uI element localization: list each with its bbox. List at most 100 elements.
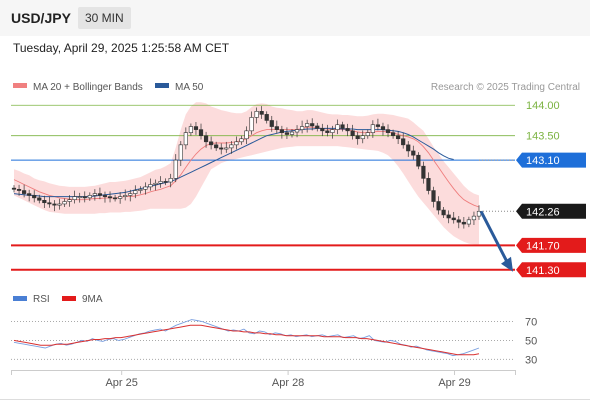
level-tag-5 bbox=[516, 262, 586, 278]
candle-body bbox=[193, 126, 199, 130]
level-tags: 144.00 143.50 143.10 142.26 141.70 141.30 bbox=[516, 100, 586, 278]
candle-body bbox=[203, 135, 209, 143]
candle-body bbox=[11, 187, 17, 190]
rsi-ma-legend-swatch bbox=[62, 296, 76, 301]
candle-body bbox=[390, 132, 396, 137]
candle-body bbox=[163, 181, 168, 183]
chart-datetime: Tuesday, April 29, 2025 1:25:58 AM CET bbox=[13, 41, 230, 55]
candle-body bbox=[16, 189, 22, 191]
ma20-legend-swatch bbox=[13, 83, 27, 88]
candle-body bbox=[305, 123, 310, 127]
candle-body bbox=[183, 132, 188, 146]
candle-body bbox=[406, 144, 411, 152]
candle-body bbox=[330, 129, 335, 133]
rsi-level-label-1: 50 bbox=[525, 335, 537, 347]
x-tick-label-2: Apr 29 bbox=[438, 377, 470, 389]
candle-body bbox=[118, 196, 123, 199]
candle-body bbox=[188, 126, 194, 133]
candle-body bbox=[249, 117, 254, 132]
rsi-level-label-2: 30 bbox=[525, 354, 537, 366]
rsi-ma-legend-label: 9MA bbox=[82, 294, 103, 305]
level-tag-label-3: 142.26 bbox=[526, 206, 560, 218]
candle-body bbox=[234, 141, 239, 146]
candle-body bbox=[466, 219, 471, 225]
rsi-ma-line bbox=[13, 324, 480, 356]
candle-body bbox=[22, 190, 27, 194]
candle-body bbox=[411, 150, 416, 156]
candle-body bbox=[264, 114, 269, 121]
candle-body bbox=[209, 141, 214, 146]
candle-body bbox=[289, 131, 295, 135]
candle-body bbox=[380, 126, 386, 130]
level-tag-label-2: 143.10 bbox=[526, 155, 560, 167]
x-tick-label-0: Apr 25 bbox=[105, 377, 137, 389]
candle-body bbox=[279, 129, 284, 133]
candle-body bbox=[47, 202, 52, 205]
candle-body bbox=[224, 147, 229, 150]
candle-body bbox=[299, 126, 305, 130]
candle-body bbox=[27, 193, 32, 196]
x-tick-label-1: Apr 28 bbox=[272, 377, 304, 389]
candle-body bbox=[138, 189, 143, 191]
candle-body bbox=[360, 135, 365, 140]
chart-credit: Research © 2025 Trading Central bbox=[431, 82, 580, 93]
candle-body bbox=[401, 138, 406, 146]
candle-body bbox=[239, 138, 244, 143]
candle-body bbox=[198, 129, 204, 137]
timeframe-button[interactable]: 30 MIN bbox=[78, 7, 131, 29]
candle-body bbox=[345, 128, 350, 132]
ma50-line bbox=[13, 127, 454, 198]
candlesticks bbox=[11, 106, 482, 229]
level-tag-4 bbox=[516, 237, 586, 253]
candle-body bbox=[396, 135, 401, 140]
candle-body bbox=[102, 195, 108, 197]
candle-body bbox=[350, 130, 355, 137]
candle-body bbox=[441, 209, 446, 216]
candle-body bbox=[57, 203, 62, 206]
rsi-level-label-0: 70 bbox=[525, 316, 537, 328]
candle-body bbox=[274, 126, 279, 130]
candle-body bbox=[92, 193, 97, 196]
candle-body bbox=[416, 154, 421, 167]
forecast-arrow-shaft bbox=[479, 210, 510, 265]
candle-body bbox=[456, 219, 461, 223]
candle-body bbox=[143, 186, 148, 190]
candle-body bbox=[355, 135, 360, 140]
rsi-legend-label: RSI bbox=[33, 294, 50, 305]
candle-body bbox=[128, 193, 133, 196]
candle-body bbox=[451, 217, 456, 221]
rsi-line bbox=[13, 319, 480, 357]
candle-body bbox=[37, 197, 42, 201]
candle-body bbox=[284, 132, 290, 135]
candle-body bbox=[446, 214, 451, 219]
candle-body bbox=[87, 195, 92, 199]
candle-body bbox=[173, 159, 178, 179]
ma20-legend-label: MA 20 + Bollinger Bands bbox=[33, 82, 143, 93]
candle-body bbox=[471, 215, 477, 221]
rsi-legend-swatch bbox=[13, 296, 27, 301]
candle-body bbox=[315, 125, 320, 129]
candle-body bbox=[370, 124, 375, 133]
rsi-levels: 70 50 30 bbox=[11, 316, 537, 366]
level-label-0: 144.00 bbox=[526, 100, 560, 112]
candle-body bbox=[42, 199, 47, 204]
candle-body bbox=[158, 181, 163, 184]
candle-body bbox=[168, 178, 173, 183]
candle-body bbox=[153, 182, 158, 185]
candle-body bbox=[107, 196, 113, 199]
chart-header: USD/JPY 30 MIN bbox=[0, 0, 590, 36]
level-tag-label-5: 141.30 bbox=[526, 265, 560, 277]
candle-body bbox=[52, 203, 57, 206]
candle-body bbox=[72, 196, 77, 200]
forecast-arrow-head bbox=[501, 256, 513, 272]
candle-body bbox=[294, 129, 300, 133]
candle-body bbox=[244, 130, 249, 140]
candle-body bbox=[335, 124, 340, 130]
level-tag-2 bbox=[516, 152, 586, 168]
bollinger-band bbox=[14, 102, 479, 245]
level-lines bbox=[11, 104, 515, 271]
candle-body bbox=[426, 178, 431, 191]
candle-body bbox=[32, 195, 37, 199]
candle-body bbox=[67, 199, 72, 202]
